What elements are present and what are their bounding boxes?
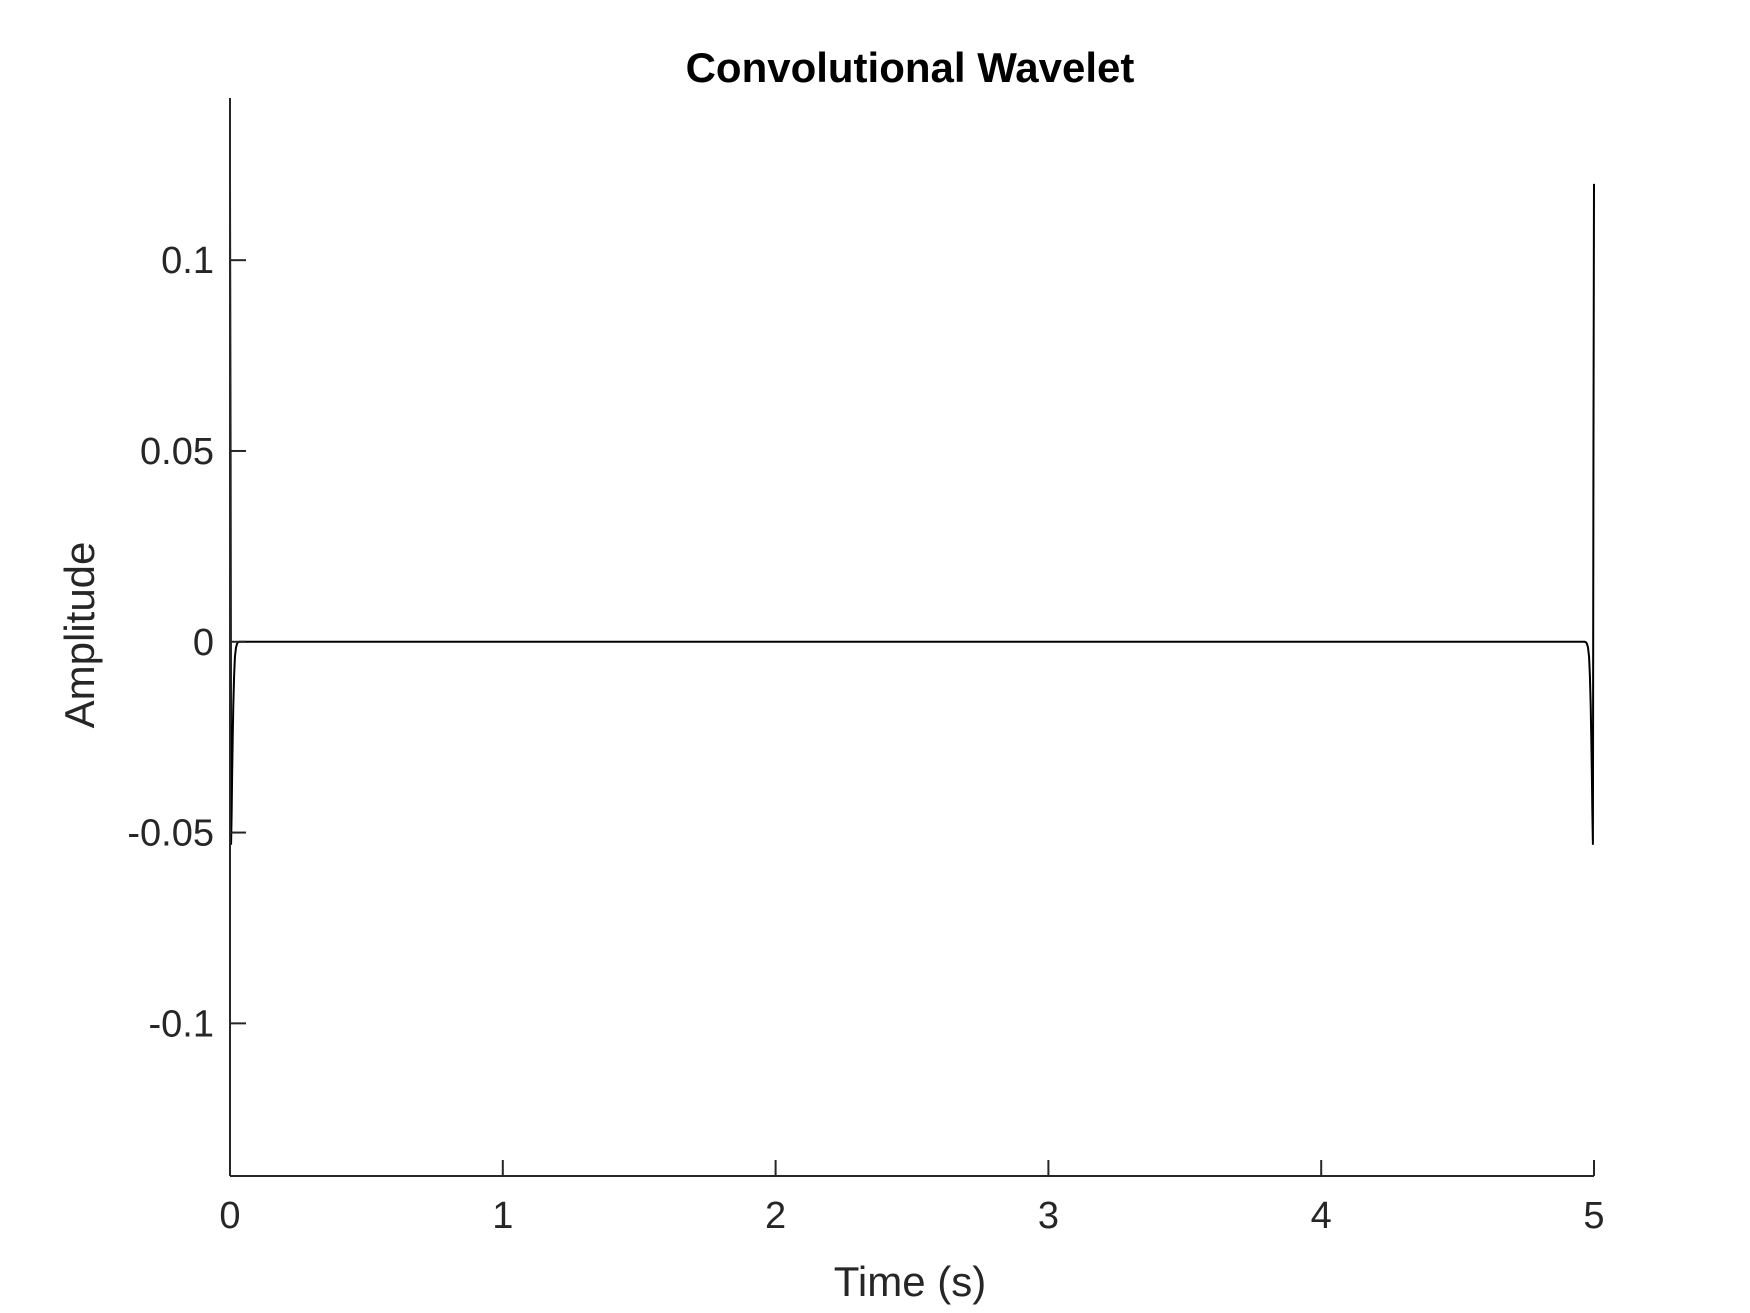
x-axis-ticks: 0 1 2 3 4 5 xyxy=(219,1160,1605,1237)
series-layer xyxy=(229,183,1595,846)
x-axis-label: Time (s) xyxy=(834,1258,986,1305)
x-tick-label: 0 xyxy=(219,1195,240,1237)
y-tick-label: -0.1 xyxy=(149,1003,214,1045)
y-axis-label: Amplitude xyxy=(56,542,103,729)
y-tick-label: -0.05 xyxy=(127,813,214,855)
y-tick-label: 0.05 xyxy=(140,431,214,473)
x-tick-label: 1 xyxy=(492,1195,513,1237)
y-tick-label: 0 xyxy=(193,622,214,664)
x-tick-label: 3 xyxy=(1038,1195,1059,1237)
wavelet-series-line xyxy=(229,183,1595,846)
y-axis-ticks: -0.1 -0.05 0 0.05 0.1 xyxy=(127,240,246,1045)
x-tick-label: 2 xyxy=(765,1195,786,1237)
x-tick-label: 5 xyxy=(1583,1195,1604,1237)
chart-title: Convolutional Wavelet xyxy=(686,44,1135,91)
x-tick-label: 4 xyxy=(1311,1195,1332,1237)
y-tick-label: 0.1 xyxy=(161,240,214,282)
